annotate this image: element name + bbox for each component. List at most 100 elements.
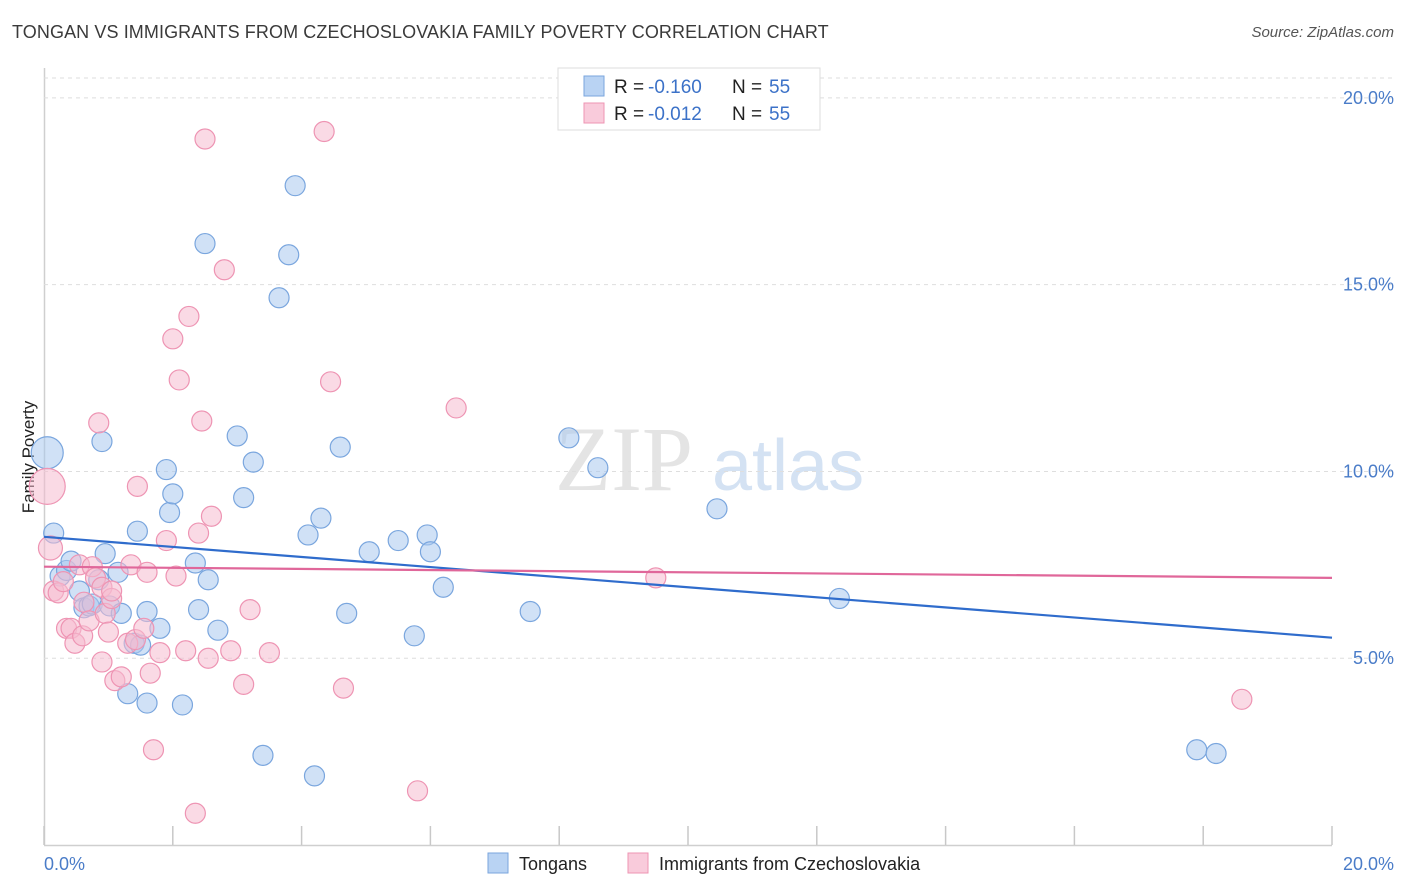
point-czechoslovakia: [165, 565, 187, 587]
legend-r-value-czech: -0.012: [648, 104, 702, 125]
watermark: ZIP atlas: [555, 408, 864, 510]
point-tongans: [207, 619, 229, 641]
point-tongans: [278, 244, 300, 266]
point-tongans: [336, 602, 358, 624]
source-label: Source: ZipAtlas.com: [1251, 24, 1394, 41]
point-czechoslovakia: [233, 673, 255, 695]
point-czechoslovakia: [178, 305, 200, 328]
point-tongans: [310, 507, 332, 529]
point-czechoslovakia: [191, 410, 213, 432]
point-czechoslovakia: [97, 621, 120, 643]
y-tick-label: 10.0%: [1343, 461, 1394, 481]
point-czechoslovakia: [319, 371, 342, 393]
point-tongans: [329, 436, 351, 458]
watermark-atlas: atlas: [712, 426, 864, 506]
y-tick-label: 15.0%: [1343, 275, 1394, 295]
legend-n-label-czech: N =: [732, 104, 762, 125]
point-czechoslovakia: [88, 412, 110, 434]
point-czechoslovakia: [52, 571, 74, 593]
point-tongans: [252, 744, 274, 766]
point-czechoslovakia: [445, 397, 467, 419]
x-tick-label-max: 20.0%: [1343, 854, 1394, 874]
legend-r-label-czech: R =: [614, 104, 644, 125]
point-tongans: [233, 486, 255, 509]
point-czechoslovakia: [175, 640, 197, 662]
point-czechoslovakia: [110, 666, 132, 688]
series-legend: Tongans Immigrants from Czechoslovakia: [487, 852, 921, 874]
point-czechoslovakia: [184, 802, 206, 824]
point-tongans: [1186, 739, 1208, 761]
point-tongans: [387, 529, 409, 552]
legend-r-label-tongans: R =: [614, 77, 644, 98]
point-tongans: [94, 543, 116, 565]
point-czechoslovakia: [101, 580, 123, 602]
point-czechoslovakia: [28, 467, 66, 505]
point-tongans: [419, 541, 441, 563]
legend-r-value-tongans: -0.160: [648, 77, 702, 98]
x-tick-label-min: 0.0%: [44, 854, 85, 874]
bottom-legend-label-czech: Immigrants from Czechoslovakia: [659, 854, 921, 874]
point-czechoslovakia: [258, 642, 280, 664]
point-tongans: [358, 541, 380, 563]
point-tongans: [303, 765, 326, 787]
point-tongans: [403, 625, 425, 647]
point-czechoslovakia: [133, 617, 155, 639]
point-czechoslovakia: [139, 662, 161, 684]
point-tongans: [136, 692, 158, 714]
point-czechoslovakia: [91, 651, 113, 673]
point-tongans: [171, 694, 194, 716]
point-tongans: [284, 175, 306, 197]
trend-line-czechoslovakia: [43, 565, 1333, 580]
point-czechoslovakia: [200, 505, 223, 527]
y-tick-label: 20.0%: [1343, 88, 1394, 108]
point-tongans: [297, 524, 319, 546]
trend-line-tongans: [43, 535, 1333, 639]
point-tongans: [1205, 742, 1227, 765]
point-tongans: [155, 458, 177, 481]
point-czechoslovakia: [162, 328, 184, 350]
trend-lines: [43, 535, 1333, 639]
point-tongans: [432, 576, 454, 598]
point-czechoslovakia: [332, 677, 355, 699]
point-tongans: [226, 425, 248, 447]
legend-swatch-czech: [583, 102, 605, 124]
point-czechoslovakia: [197, 647, 219, 669]
point-tongans: [558, 427, 580, 449]
bottom-legend-label-tongans: Tongans: [519, 854, 587, 874]
point-tongans: [126, 520, 148, 542]
chart-title: TONGAN VS IMMIGRANTS FROM CZECHOSLOVAKIA…: [12, 22, 829, 42]
legend-n-value-czech: 55: [769, 104, 790, 125]
point-czechoslovakia: [149, 642, 171, 664]
point-tongans: [194, 232, 216, 255]
point-tongans: [706, 498, 728, 520]
point-czechoslovakia: [73, 591, 95, 613]
gridlines: [44, 77, 1394, 659]
point-tongans: [91, 430, 113, 453]
point-tongans: [587, 457, 609, 479]
point-tongans: [30, 436, 64, 470]
point-tongans: [197, 569, 219, 591]
point-czechoslovakia: [126, 475, 148, 497]
point-czechoslovakia: [194, 128, 216, 150]
point-czechoslovakia: [406, 780, 429, 802]
point-czechoslovakia: [220, 640, 242, 662]
point-czechoslovakia: [313, 120, 335, 143]
point-tongans: [242, 451, 264, 473]
stats-legend: R = -0.160 N = 55 R = -0.012 N = 55: [557, 67, 821, 131]
x-tick-marks: [43, 826, 1333, 845]
bottom-legend-swatch-czech: [627, 852, 649, 874]
watermark-zip: ZIP: [555, 408, 693, 510]
point-tongans: [158, 501, 181, 524]
point-czechoslovakia: [136, 561, 158, 583]
y-tick-label: 5.0%: [1353, 648, 1394, 668]
bottom-legend-swatch-tongans: [487, 852, 509, 874]
point-tongans: [519, 600, 541, 623]
point-czechoslovakia: [239, 599, 261, 621]
point-tongans: [184, 552, 206, 574]
point-czechoslovakia: [37, 535, 64, 561]
point-tongans: [187, 599, 210, 621]
point-czechoslovakia: [142, 739, 165, 761]
point-czechoslovakia: [168, 369, 190, 391]
point-tongans: [268, 287, 290, 309]
